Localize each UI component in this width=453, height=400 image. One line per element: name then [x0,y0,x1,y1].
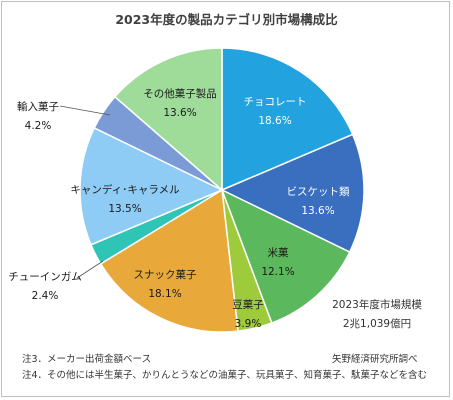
slice-category-label-6: チューインガム [8,271,82,283]
slice-category-label-4: 豆菓子 [232,299,264,311]
slice-category-label-5: スナック菓子 [134,269,197,281]
slice-category-label-1: チョコレート [244,96,307,108]
leader-line-6 [76,260,104,279]
slice-value-label-6: 2.4% [32,290,59,302]
leader-line-8 [59,105,111,116]
pie-slice-5 [99,188,239,333]
slice-category-label-9: その他菓子製品 [143,87,217,100]
slice-value-label-4: 3.9% [235,318,262,330]
slice-value-label-5: 18.1% [148,288,181,300]
note-4: 注4．その他には半生菓子、かりんとうなどの油菓子、玩具菓子、知育菓子、駄菓子など… [22,370,428,381]
slice-category-label-8: 輸入菓子 [17,100,59,113]
chart-title: 2023年度の製品カテゴリ別市場構成比 [115,12,338,27]
slice-value-label-2: 13.6% [301,205,334,217]
pie-slice-7 [79,126,224,246]
slice-category-label-3: 米菓 [268,246,289,259]
slice-category-label-2: ビスケット類 [287,186,350,198]
pie-slice-1 [221,47,354,192]
slice-value-label-8: 4.2% [25,120,52,132]
slice-category-label-7: キャンディ･キャラメル [70,183,179,196]
slice-value-label-3: 12.1% [261,266,294,278]
source-label: 矢野経済研究所調べ [332,354,418,365]
slice-value-label-7: 13.5% [108,203,141,215]
pie-slice-2 [220,133,365,254]
note-3: 注3．メーカー出荷金額ベース [22,354,152,365]
market-size-label: 2023年度市場規模 2兆1,039億円 [318,296,436,334]
pie-slice-9 [113,47,223,192]
pie-slice-3 [220,188,351,324]
market-size-line1: 2023年度市場規模 [332,299,422,311]
slice-value-label-1: 18.6% [258,115,291,127]
market-size-line2: 2兆1,039億円 [342,318,412,330]
slice-value-label-9: 13.6% [163,107,196,119]
